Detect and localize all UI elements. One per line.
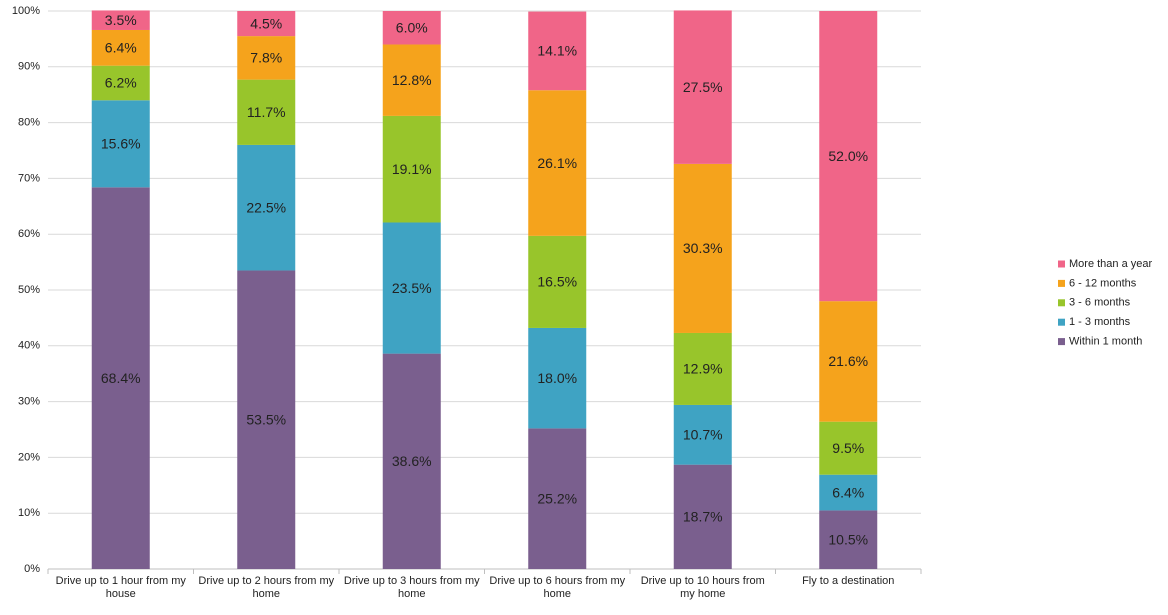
bar-segment — [382, 353, 441, 569]
y-tick-label: 60% — [18, 228, 40, 240]
data-label: 19.1% — [392, 161, 432, 177]
bar-segment — [382, 44, 441, 116]
bar-segment — [91, 100, 150, 188]
legend-marker — [1058, 299, 1065, 307]
legend-label: 3 - 6 months — [1069, 297, 1131, 309]
bar-segment — [819, 510, 878, 569]
y-tick-label: 70% — [18, 172, 40, 184]
legend-marker — [1058, 260, 1065, 268]
x-tick-label-box: Drive up to 10 hours from my home — [640, 575, 765, 600]
data-label: 53.5% — [246, 411, 286, 427]
data-label: 9.5% — [832, 440, 864, 456]
bar-segment — [528, 327, 587, 429]
data-label: 21.6% — [828, 353, 868, 369]
data-label: 18.7% — [683, 509, 723, 525]
bar-segment — [237, 11, 296, 37]
bar-segment — [91, 29, 150, 66]
bar-segment — [673, 464, 732, 569]
data-label: 12.9% — [683, 361, 723, 377]
x-tick-label: Drive up to 3 hours from my home — [343, 575, 480, 600]
bar-segment — [673, 163, 732, 333]
legend-marker — [1058, 279, 1065, 287]
x-tick-label-box: Drive up to 2 hours from my home — [198, 575, 335, 600]
legend-label: 1 - 3 months — [1069, 316, 1131, 328]
y-tick-label: 40% — [18, 340, 40, 352]
data-label: 6.4% — [105, 40, 137, 56]
bar-segment — [819, 11, 878, 302]
bar-segment — [237, 79, 296, 145]
legend-marker — [1058, 338, 1065, 346]
bar-segment — [91, 10, 150, 30]
x-tick-label: Drive up to 10 hours from my home — [640, 575, 765, 600]
y-tick-label: 90% — [18, 61, 40, 73]
bar-segment — [819, 421, 878, 475]
y-tick-label: 0% — [24, 563, 40, 575]
x-tick-label: Drive up to 6 hours from my home — [489, 575, 626, 600]
legend-label: More than a year — [1069, 258, 1152, 270]
bar-segment — [91, 65, 150, 101]
bar-segment — [237, 36, 296, 80]
x-tick-label: Fly to a destination — [802, 575, 895, 587]
data-label: 27.5% — [683, 79, 723, 95]
bar-segment — [528, 11, 587, 91]
bar-segment — [382, 222, 441, 354]
data-label: 30.3% — [683, 240, 723, 256]
data-label: 25.2% — [537, 490, 577, 506]
x-tick-label-box: Drive up to 1 hour from my house — [55, 575, 186, 600]
data-label: 52.0% — [828, 148, 868, 164]
bar-segment — [237, 270, 296, 569]
data-label: 6.2% — [105, 75, 137, 91]
x-tick-label-box: Drive up to 3 hours from my home — [343, 575, 480, 600]
data-label: 6.4% — [832, 484, 864, 500]
legend-label: 6 - 12 months — [1069, 277, 1137, 289]
data-label: 68.4% — [101, 370, 141, 386]
y-tick-label: 20% — [18, 451, 40, 463]
data-label: 4.5% — [250, 15, 282, 31]
y-tick-label: 100% — [12, 5, 40, 17]
bar-segment — [528, 428, 587, 569]
x-tick-label-box: Drive up to 6 hours from my home — [489, 575, 626, 600]
bar-segment — [819, 301, 878, 422]
bar-segment — [237, 144, 296, 271]
data-label: 18.0% — [537, 370, 577, 386]
bar-segment — [382, 11, 441, 45]
data-label: 11.7% — [247, 104, 286, 120]
data-label: 14.1% — [537, 43, 577, 59]
y-tick-label: 80% — [18, 117, 40, 129]
data-label: 23.5% — [392, 280, 432, 296]
bar-segment — [528, 235, 587, 328]
bar-segment — [91, 187, 150, 569]
data-label: 26.1% — [537, 155, 577, 171]
data-label: 38.6% — [392, 453, 432, 469]
bar-segment — [382, 115, 441, 223]
bar-segment — [673, 10, 732, 164]
y-tick-label: 50% — [18, 284, 40, 296]
bar-segment — [673, 332, 732, 405]
data-label: 7.8% — [250, 50, 282, 66]
data-label: 16.5% — [537, 274, 577, 290]
data-label: 3.5% — [105, 12, 137, 28]
bar-segment — [673, 404, 732, 465]
x-tick-label: Drive up to 2 hours from my home — [198, 575, 335, 600]
x-tick-label-box: Fly to a destination — [802, 575, 895, 587]
data-label: 10.5% — [828, 531, 868, 547]
data-label: 10.7% — [683, 427, 723, 443]
data-label: 22.5% — [246, 199, 286, 215]
x-tick-label: Drive up to 1 hour from my house — [55, 575, 186, 600]
bar-segment — [819, 474, 878, 511]
y-tick-label: 30% — [18, 396, 40, 408]
data-label: 6.0% — [396, 19, 428, 35]
bar-segment — [528, 90, 587, 236]
legend-marker — [1058, 318, 1065, 326]
y-tick-label: 10% — [18, 507, 40, 519]
data-label: 15.6% — [101, 136, 141, 152]
legend-label: Within 1 month — [1069, 336, 1142, 348]
data-label: 12.8% — [392, 72, 432, 88]
